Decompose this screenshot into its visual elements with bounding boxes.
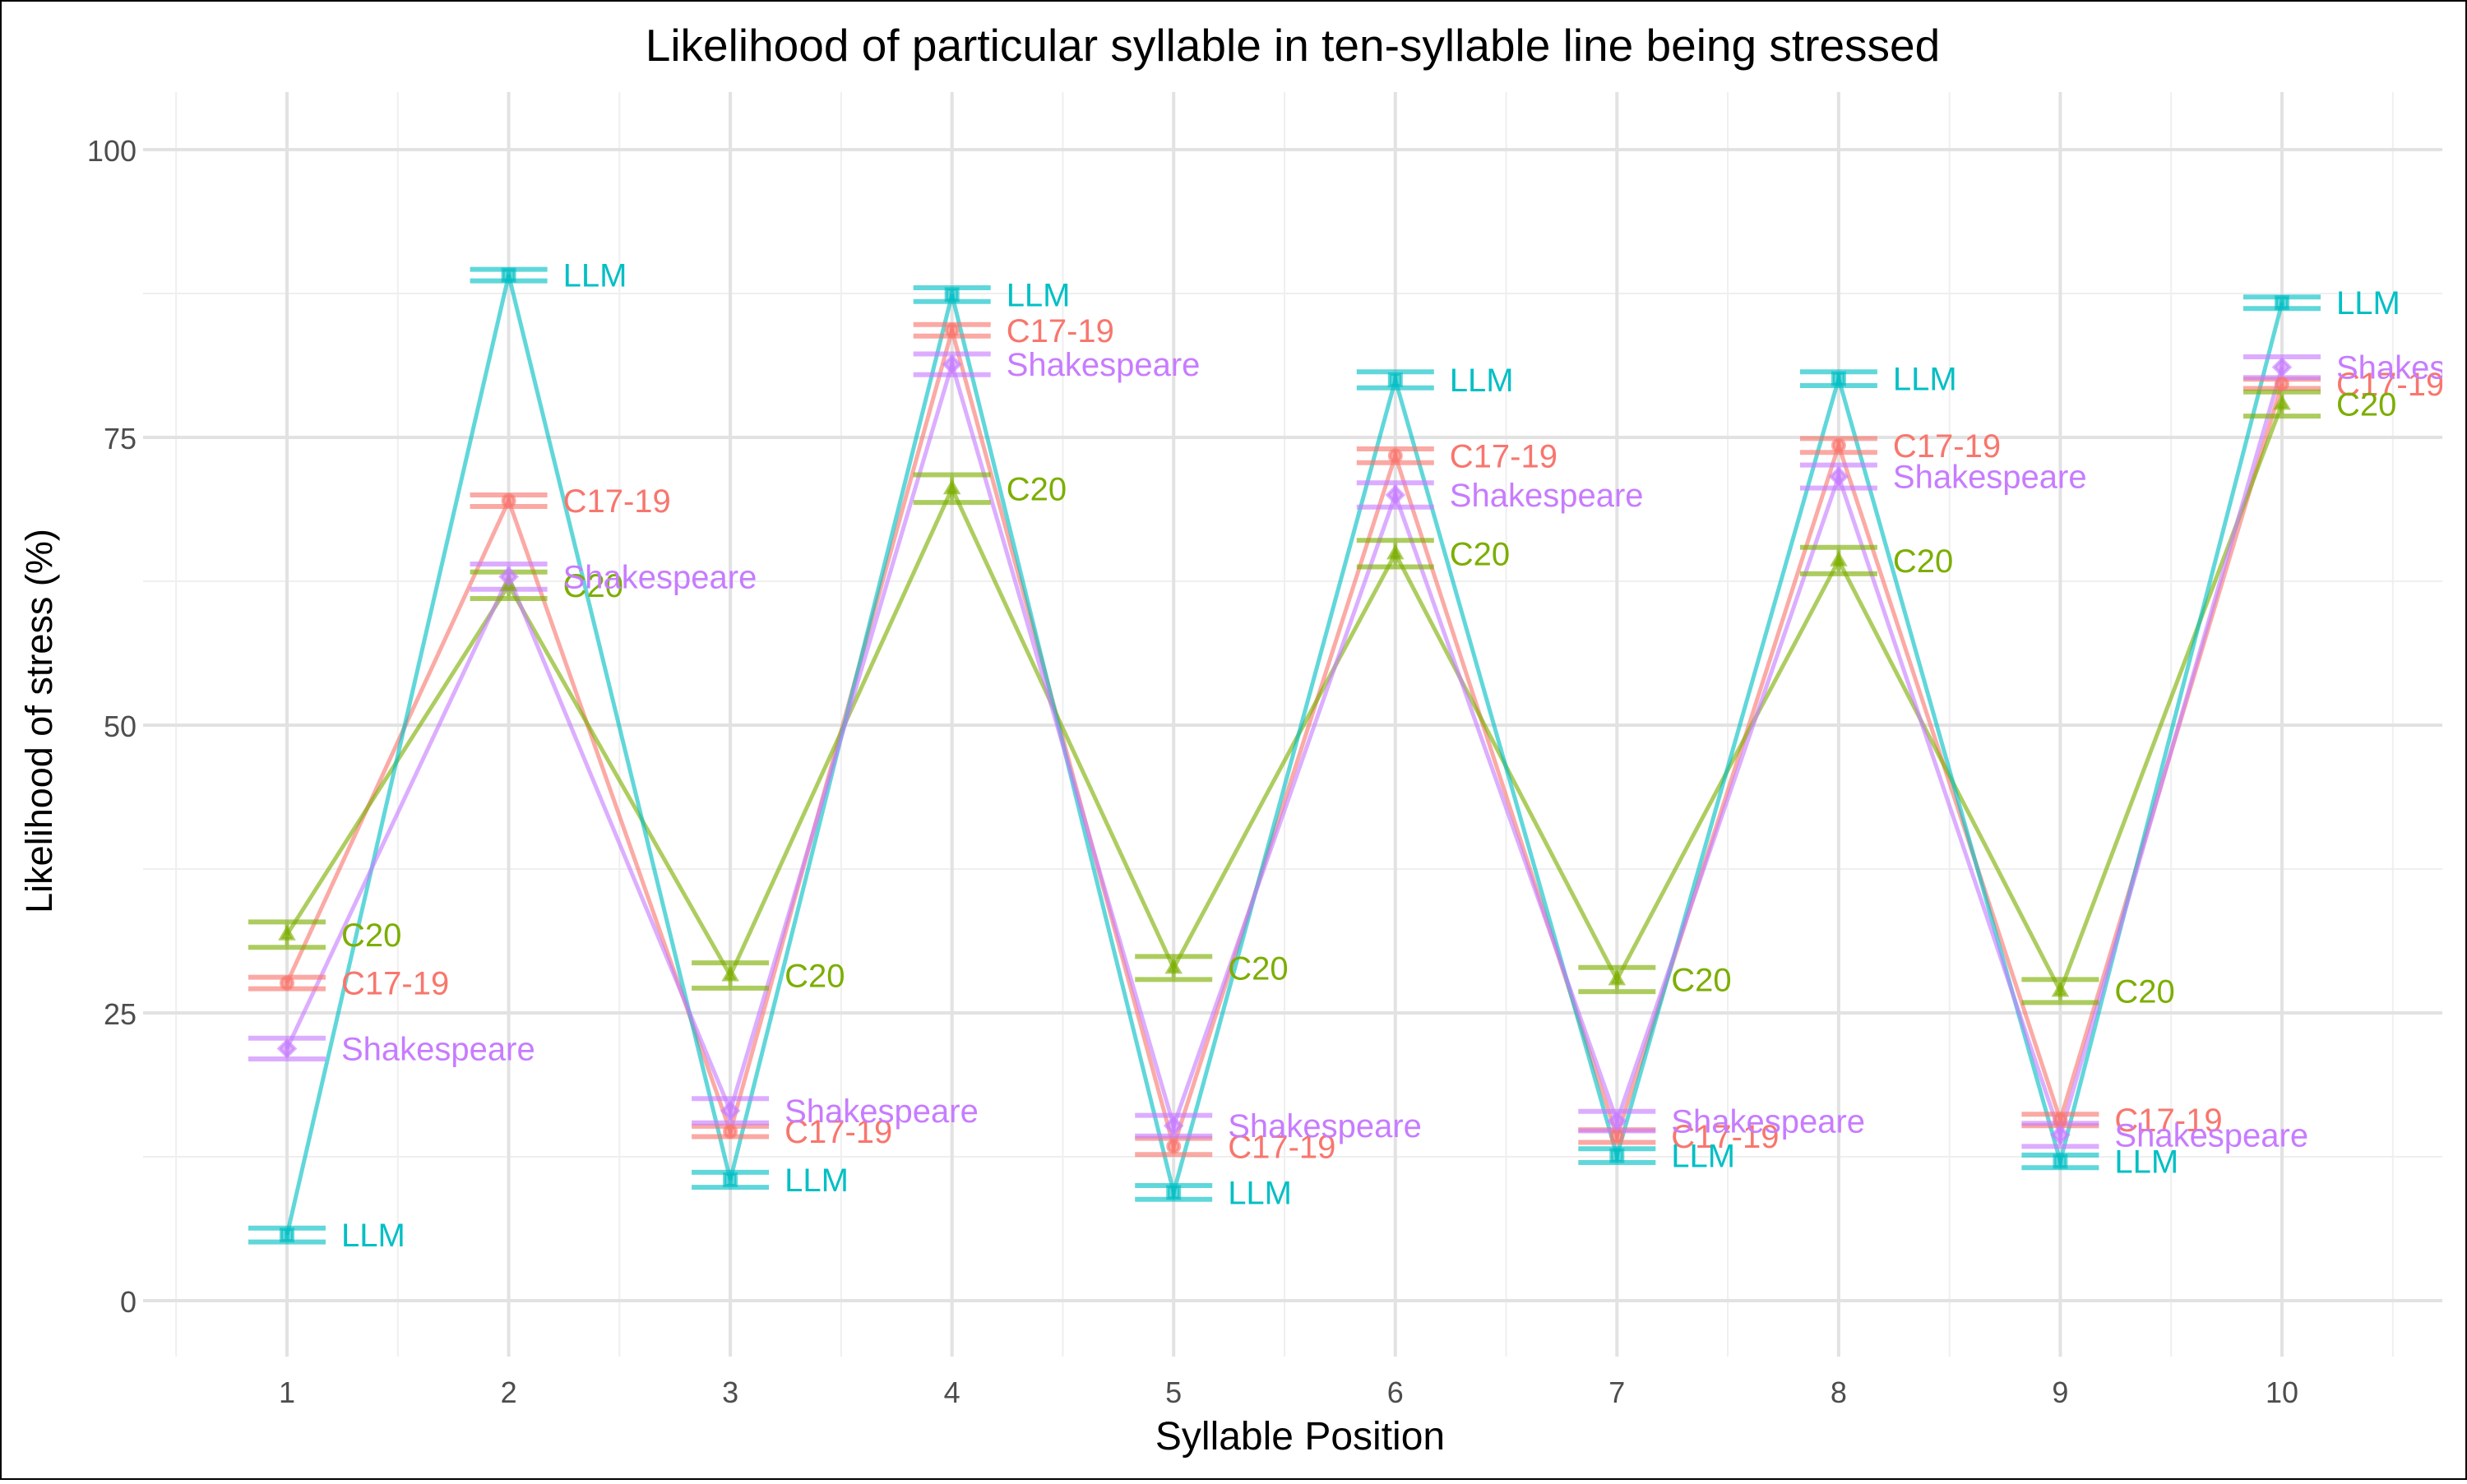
svg-text:100: 100: [87, 134, 137, 168]
svg-text:C20: C20: [1228, 950, 1288, 987]
svg-text:LLM: LLM: [341, 1218, 405, 1254]
svg-text:Shakespeare: Shakespeare: [2336, 350, 2467, 386]
svg-text:C20: C20: [785, 959, 845, 995]
svg-text:6: 6: [1387, 1375, 1404, 1409]
svg-text:LLM: LLM: [1893, 362, 1957, 398]
svg-text:C17-19: C17-19: [1671, 1119, 1779, 1155]
svg-text:0: 0: [120, 1285, 137, 1319]
svg-text:LLM: LLM: [1450, 363, 1514, 399]
svg-text:C17-19: C17-19: [1450, 438, 1557, 474]
svg-text:Likelihood of particular sylla: Likelihood of particular syllable in ten…: [646, 20, 1940, 71]
svg-text:LLM: LLM: [785, 1163, 849, 1199]
svg-text:LLM: LLM: [2336, 285, 2400, 321]
svg-text:C20: C20: [1450, 536, 1510, 572]
svg-text:C20: C20: [1893, 543, 1953, 580]
svg-text:8: 8: [1831, 1375, 1847, 1409]
svg-text:Likelihood of stress (%): Likelihood of stress (%): [18, 529, 60, 913]
svg-text:C20: C20: [1671, 962, 1731, 998]
svg-text:LLM: LLM: [563, 258, 627, 294]
svg-text:2: 2: [501, 1375, 517, 1409]
svg-text:C17-19: C17-19: [1007, 313, 1114, 349]
svg-text:Syllable Position: Syllable Position: [1155, 1415, 1445, 1459]
svg-text:Shakespeare: Shakespeare: [1450, 478, 1644, 514]
svg-text:LLM: LLM: [2114, 1144, 2178, 1181]
svg-text:Shakespeare: Shakespeare: [1007, 347, 1201, 383]
svg-text:C20: C20: [2114, 973, 2174, 1010]
svg-text:C17-19: C17-19: [563, 483, 671, 520]
svg-text:C20: C20: [341, 918, 401, 954]
svg-text:10: 10: [2266, 1375, 2298, 1409]
svg-text:Shakespeare: Shakespeare: [1893, 460, 2087, 496]
svg-text:3: 3: [722, 1375, 738, 1409]
svg-text:C20: C20: [563, 568, 623, 604]
svg-text:9: 9: [2052, 1375, 2068, 1409]
svg-text:C17-19: C17-19: [341, 966, 449, 1002]
svg-text:LLM: LLM: [1007, 277, 1071, 313]
svg-text:25: 25: [104, 997, 137, 1031]
svg-text:C17-19: C17-19: [785, 1114, 892, 1150]
svg-text:LLM: LLM: [1228, 1175, 1292, 1211]
svg-text:Shakespeare: Shakespeare: [341, 1031, 535, 1067]
svg-text:50: 50: [104, 710, 137, 743]
svg-text:5: 5: [1165, 1375, 1182, 1409]
svg-text:Shakespeare: Shakespeare: [2114, 1117, 2308, 1153]
svg-text:75: 75: [104, 422, 137, 455]
svg-text:C20: C20: [1007, 471, 1067, 507]
svg-text:C17-19: C17-19: [1228, 1129, 1335, 1165]
svg-text:Shakespeare: Shakespeare: [1228, 1108, 1422, 1144]
svg-text:C17-19: C17-19: [2114, 1103, 2222, 1139]
svg-text:7: 7: [1608, 1375, 1625, 1409]
svg-text:C17-19: C17-19: [1893, 428, 2001, 465]
svg-text:LLM: LLM: [1671, 1139, 1735, 1175]
svg-text:4: 4: [944, 1375, 960, 1409]
svg-text:Shakespeare: Shakespeare: [1671, 1104, 1865, 1140]
svg-text:Shakespeare: Shakespeare: [785, 1093, 979, 1130]
svg-text:1: 1: [279, 1375, 295, 1409]
svg-text:C17-19: C17-19: [2336, 367, 2444, 403]
svg-text:Shakespeare: Shakespeare: [563, 559, 757, 595]
svg-text:C20: C20: [2336, 386, 2396, 423]
